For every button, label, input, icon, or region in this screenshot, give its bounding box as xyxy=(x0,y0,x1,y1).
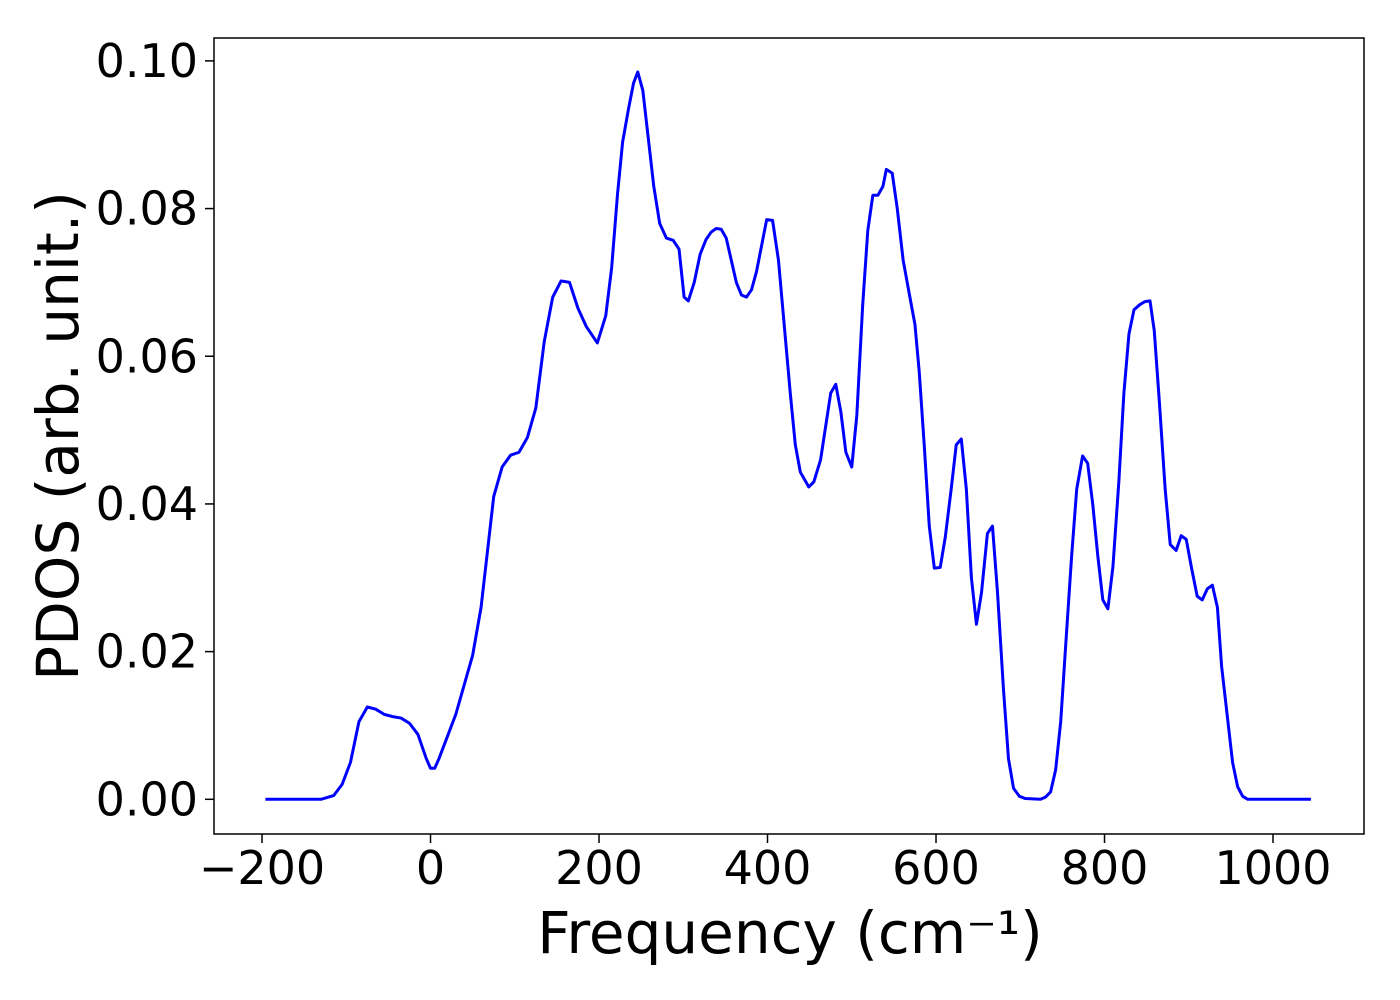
x-tick-label: 600 xyxy=(892,841,980,895)
data-line xyxy=(265,70,1311,801)
y-tick-label: 0.06 xyxy=(96,329,198,383)
y-axis-label: PDOS (arb. unit.) xyxy=(24,191,92,681)
y-tick-label: 0.10 xyxy=(96,34,198,88)
x-tick-label: 0 xyxy=(416,841,445,895)
y-tick-label: 0.00 xyxy=(96,772,198,826)
x-tick-label: 200 xyxy=(555,841,643,895)
x-axis-label: Frequency (cm⁻¹) xyxy=(537,899,1043,967)
x-tick-label: 800 xyxy=(1061,841,1149,895)
plot-frame xyxy=(213,37,1365,835)
x-tick-label: 1000 xyxy=(1214,841,1331,895)
x-tick-label: 400 xyxy=(724,841,812,895)
y-tick-label: 0.04 xyxy=(96,477,198,531)
x-tick-label: −200 xyxy=(199,841,325,895)
y-tick-label: 0.08 xyxy=(96,182,198,236)
y-tick-label: 0.02 xyxy=(96,625,198,679)
